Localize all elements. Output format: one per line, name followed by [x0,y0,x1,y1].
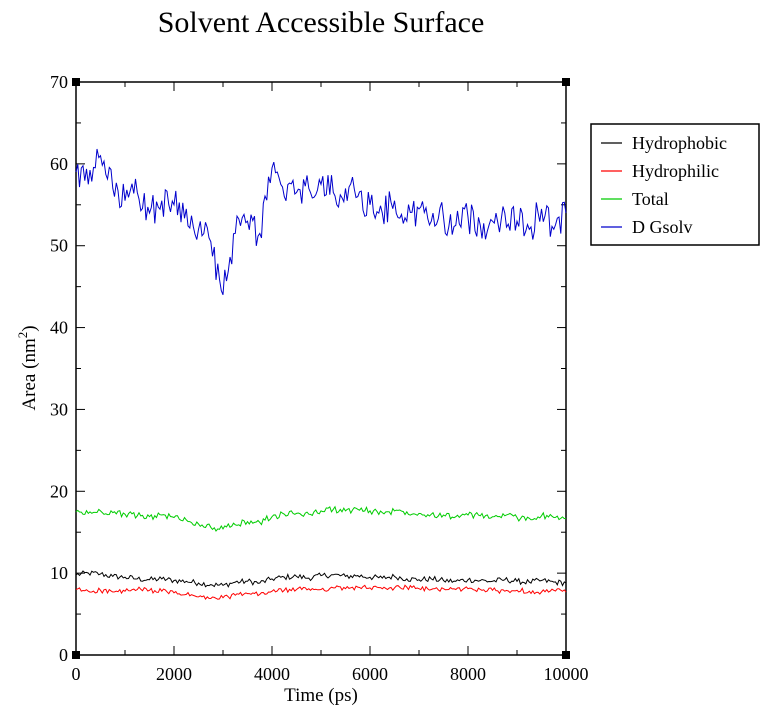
series-line-d-gsolv [75,148,567,295]
y-tick-label: 0 [59,645,68,665]
y-tick-label: 10 [50,563,68,583]
x-tick-label: 10000 [544,664,589,684]
y-tick-label: 50 [50,236,68,256]
plot-frame [75,81,567,656]
y-axis-label: Area (nm2) [15,325,40,410]
legend-label: Hydrophilic [632,161,719,181]
y-tick-label: 60 [50,154,68,174]
y-axis-label-superscript: 2 [15,332,30,339]
y-tick-label: 30 [50,399,68,419]
y-axis-ticks: 0 10 20 30 40 50 60 70 [50,72,566,665]
y-tick-label: 20 [50,481,68,501]
legend-box [590,123,760,246]
chart-title: Solvent Accessible Surface [158,6,485,39]
legend-label: Total [632,189,669,209]
x-tick-label: 6000 [352,664,388,684]
y-axis-label-end: ) [19,325,40,331]
x-tick-label: 0 [72,664,81,684]
x-axis-label: Time (ps) [284,685,358,706]
legend-label: Hydrophobic [632,133,727,153]
series-line-hydrophilic [75,584,567,600]
series-line-total [75,505,567,532]
y-axis-label-text: Area (nm [19,338,40,410]
series-line-hydrophobic [75,570,567,588]
legend: Hydrophobic Hydrophilic Total D Gsolv [590,123,760,246]
series-lines [75,148,567,600]
x-tick-label: 2000 [156,664,192,684]
y-tick-label: 40 [50,318,68,338]
x-axis-ticks: 0 2000 4000 6000 8000 10000 [72,82,589,684]
x-tick-label: 8000 [450,664,486,684]
x-tick-label: 4000 [254,664,290,684]
legend-label: D Gsolv [632,217,693,237]
y-tick-label: 70 [50,72,68,92]
